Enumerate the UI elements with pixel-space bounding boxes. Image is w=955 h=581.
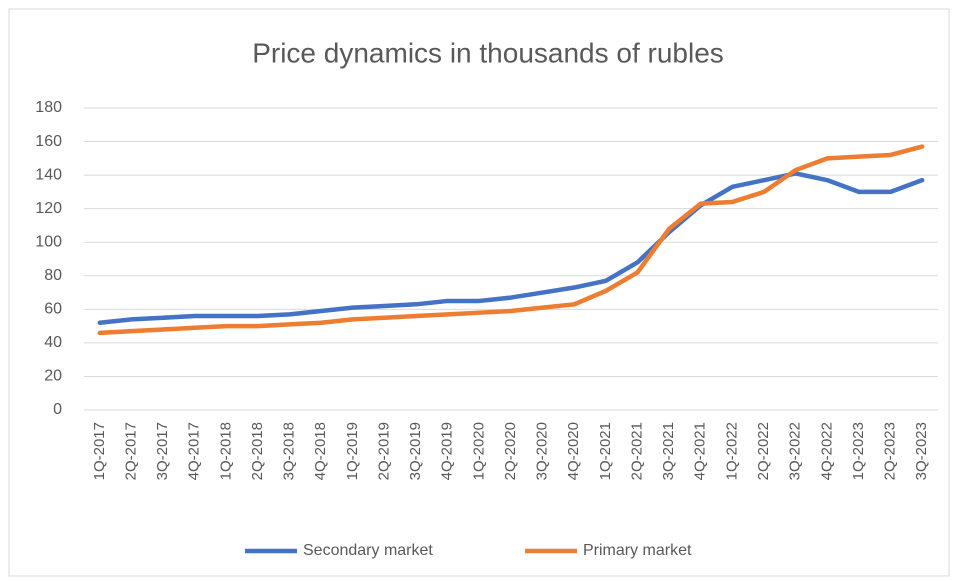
y-tick-label: 100 [35,233,62,250]
x-tick-label: 2Q-2019 [375,422,392,480]
x-tick-label: 1Q-2019 [344,422,361,480]
x-tick-label: 3Q-2019 [407,422,424,480]
x-tick-label: 4Q-2021 [692,422,709,480]
x-tick-label: 4Q-2018 [312,422,329,480]
y-tick-label: 0 [53,401,62,418]
x-tick-label: 4Q-2017 [186,422,203,480]
y-tick-label: 120 [35,200,62,217]
x-tick-label: 4Q-2022 [818,422,835,480]
legend-label: Secondary market [303,542,433,559]
x-tick-label: 2Q-2018 [249,422,266,480]
x-tick-label: 1Q-2020 [470,422,487,480]
x-tick-label: 3Q-2022 [787,422,804,480]
x-tick-label: 4Q-2020 [565,422,582,480]
x-tick-label: 2Q-2022 [755,422,772,480]
x-tick-label: 1Q-2018 [217,422,234,480]
x-tick-label: 2Q-2020 [502,422,519,480]
x-tick-label: 1Q-2023 [850,422,867,480]
legend-label: Primary market [583,542,692,559]
y-tick-label: 180 [35,99,62,116]
x-tick-label: 1Q-2022 [723,422,740,480]
line-series [97,144,925,336]
y-tick-label: 80 [44,267,62,284]
x-tick-label: 1Q-2017 [91,422,108,480]
x-tick-label: 3Q-2020 [534,422,551,480]
y-tick-label: 20 [44,368,62,385]
y-tick-label: 60 [44,301,62,318]
x-tick-label: 2Q-2021 [628,422,645,480]
y-tick-label: 40 [44,334,62,351]
chart-border [8,8,950,577]
chart-title: Price dynamics in thousands of rubles [252,37,724,68]
x-tick-label: 3Q-2023 [913,422,930,480]
x-tick-label: 2Q-2023 [882,422,899,480]
x-tick-label: 2Q-2017 [122,422,139,480]
y-tick-label: 140 [35,166,62,183]
y-tick-label: 160 [35,133,62,150]
x-tick-label: 3Q-2021 [660,422,677,480]
x-tick-label: 1Q-2021 [597,422,614,480]
x-tick-label: 3Q-2018 [281,422,298,480]
x-tick-label: 4Q-2019 [439,422,456,480]
x-tick-label: 3Q-2017 [154,422,171,480]
